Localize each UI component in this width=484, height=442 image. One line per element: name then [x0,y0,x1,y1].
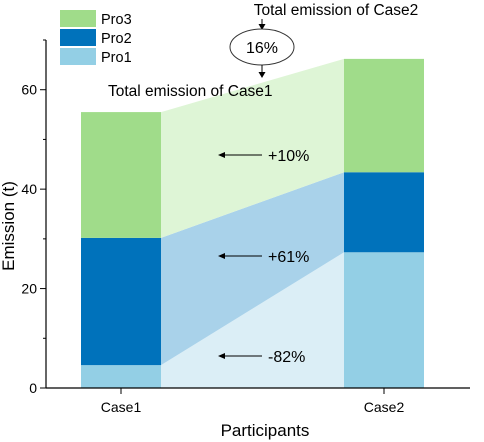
bar-case2-pro1 [344,252,424,388]
change-arrow-head [218,353,225,359]
bar-case2-pro3 [344,58,424,173]
legend-swatch-pro2 [60,29,96,46]
x-tick-label: Case2 [364,399,405,415]
legend-swatch-pro3 [60,10,96,27]
y-tick-label: 40 [21,181,37,197]
change-label-pro3: +10% [268,148,309,165]
change-label-pro1: -82% [268,349,305,366]
x-tick-label: Case1 [101,399,142,415]
x-ticks: Case1 Case2 [101,388,405,415]
axes [45,40,470,389]
band-pro1 [161,252,344,388]
band-pro3 [161,58,344,238]
legend-label-pro2: Pro2 [101,31,132,47]
legend-label-pro1: Pro1 [101,50,132,66]
band-pro2 [161,172,344,366]
change-arrow-head [218,152,225,158]
change-annotations: -82% +61% +10% [218,148,309,366]
y-ticks: 0 20 40 60 [21,39,46,396]
legend-label-pro3: Pro3 [101,12,132,28]
total-case1-label: Total emission of Case1 [108,83,273,100]
y-tick-label: 60 [21,82,37,98]
bar-case2-pro2 [344,172,424,253]
total-annotation: Total emission of Case2 16% Total emissi… [108,2,418,100]
y-tick-label: 0 [29,380,37,396]
x-axis-label: Participants [221,421,310,440]
arrow-top-head [258,24,266,30]
bars [81,58,424,388]
bar-case1-pro2 [81,237,161,366]
change-bands [161,58,344,388]
y-tick-label: 20 [21,281,37,297]
y-axis-label: Emission (t) [0,181,18,271]
legend-swatch-pro1 [60,48,96,65]
legend: Pro3 Pro2 Pro1 [60,10,132,66]
change-label-pro2: +61% [268,249,309,266]
arrow-bottom-head [258,72,266,78]
change-arrow-head [218,253,225,259]
total-case2-label: Total emission of Case2 [254,2,419,19]
bar-case1-pro3 [81,112,161,238]
total-change-value: 16% [246,40,278,57]
bar-case1-pro1 [81,365,161,388]
